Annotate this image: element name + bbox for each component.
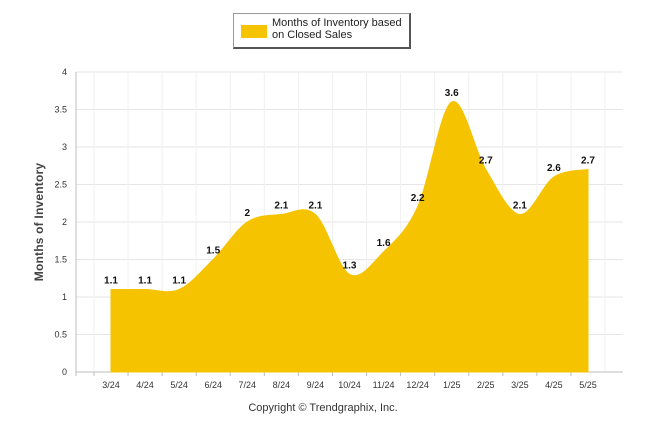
legend: Months of Inventory based on Closed Sale… (233, 13, 411, 49)
y-tick-label: 0 (62, 367, 67, 377)
data-label: 1.1 (138, 276, 152, 287)
x-tick-label: 6/24 (204, 380, 222, 390)
data-label: 2.1 (513, 201, 527, 212)
legend-swatch (241, 25, 267, 38)
y-tick-label: 3.5 (54, 105, 67, 115)
data-label: 2.1 (308, 201, 322, 212)
x-tick-label: 5/25 (579, 380, 597, 390)
data-labels: 1.1 1.1 1.1 1.5 2 2.1 2.1 1.3 1.6 2.2 3.6 2.7 2.1 2.6… (104, 88, 595, 287)
x-tick-label: 8/24 (273, 380, 291, 390)
y-tick-label: 0.5 (54, 330, 67, 340)
y-tick-label: 1.5 (54, 255, 67, 265)
x-tick-label: 7/24 (239, 380, 257, 390)
x-tick-label: 3/24 (102, 380, 120, 390)
tick-labels: 0 0.5 1 1.5 2 2.5 3 3.5 4 3/24 4/24 5/24 6/24 7/24 8/2… (54, 67, 596, 390)
y-tick-label: 3 (62, 142, 67, 152)
data-label: 2.2 (411, 193, 425, 204)
x-tick-label: 3/25 (511, 380, 529, 390)
y-tick-label: 2 (62, 217, 67, 227)
series-area-path (110, 101, 589, 373)
data-label: 2.7 (479, 156, 493, 167)
data-label: 1.5 (206, 246, 220, 257)
series-area (110, 101, 589, 373)
x-tick-label: 2/25 (477, 380, 495, 390)
x-tick-label: 4/25 (545, 380, 563, 390)
data-label: 2 (245, 208, 251, 219)
data-label: 1.1 (104, 276, 118, 287)
data-label: 3.6 (445, 88, 459, 99)
data-label: 1.6 (377, 238, 391, 249)
x-tick-label: 11/24 (373, 380, 395, 390)
copyright-text: Copyright © Trendgraphix, Inc. (248, 402, 398, 414)
x-tick-label: 4/24 (136, 380, 154, 390)
data-label: 2.6 (547, 163, 561, 174)
data-label: 2.7 (581, 156, 595, 167)
x-tick-label: 5/24 (170, 380, 188, 390)
y-tick-label: 2.5 (54, 180, 67, 190)
y-axis-title: Months of Inventory (32, 162, 46, 282)
x-tick-label: 12/24 (406, 380, 429, 390)
y-tick-label: 1 (62, 292, 67, 302)
x-tick-label: 1/25 (443, 380, 461, 390)
data-label: 2.1 (274, 201, 288, 212)
y-tick-label: 4 (62, 67, 67, 77)
legend-label: Months of Inventory based on Closed Sale… (272, 17, 402, 41)
x-tick-label: 10/24 (338, 380, 361, 390)
data-label: 1.3 (343, 261, 357, 272)
x-tick-label: 9/24 (307, 380, 325, 390)
data-label: 1.1 (172, 276, 186, 287)
